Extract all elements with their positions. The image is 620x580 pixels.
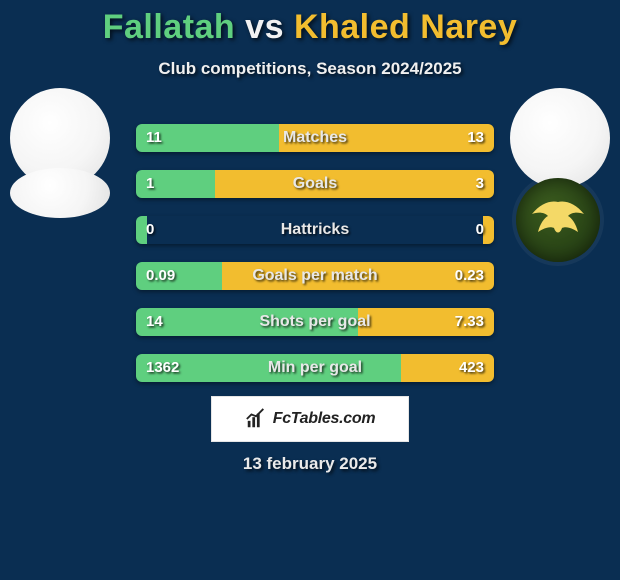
bar-row: Matches1113 [136,124,494,152]
brand-text: FcTables.com [273,410,376,428]
bar-segment-left [136,308,358,336]
title-player1: Fallatah [103,8,235,46]
player2-avatar [510,88,610,188]
bar-row: Hattricks00 [136,216,494,244]
bar-value-left: 0 [146,216,154,244]
bar-row: Min per goal1362423 [136,354,494,382]
bar-segment-right [215,170,494,198]
bar-segment-right [222,262,494,290]
bar-row: Goals13 [136,170,494,198]
bar-segment-left [136,124,279,152]
bar-segment-left [136,170,215,198]
brand-box: FcTables.com [211,396,409,442]
bar-segment-left [136,216,147,244]
comparison-bars: Matches1113 Goals13 Hattricks00 Goals per m… [136,124,494,400]
title-vs: vs [245,8,284,46]
footer-date: 13 february 2025 [0,454,620,474]
bar-segment-right [358,308,494,336]
team-crest-icon [516,178,600,262]
bar-segment-right [279,124,494,152]
bar-row: Goals per match0.090.23 [136,262,494,290]
title-player2: Khaled Narey [294,8,517,46]
bar-segment-right [401,354,494,382]
page-title: Fallatah vs Khaled Narey [0,0,620,47]
bar-segment-right [483,216,494,244]
chart-icon [245,408,267,430]
bar-label: Hattricks [136,216,494,244]
subtitle: Club competitions, Season 2024/2025 [0,59,620,79]
bar-segment-left [136,354,401,382]
bar-row: Shots per goal147.33 [136,308,494,336]
player1-avatar [10,88,110,188]
bar-segment-left [136,262,222,290]
